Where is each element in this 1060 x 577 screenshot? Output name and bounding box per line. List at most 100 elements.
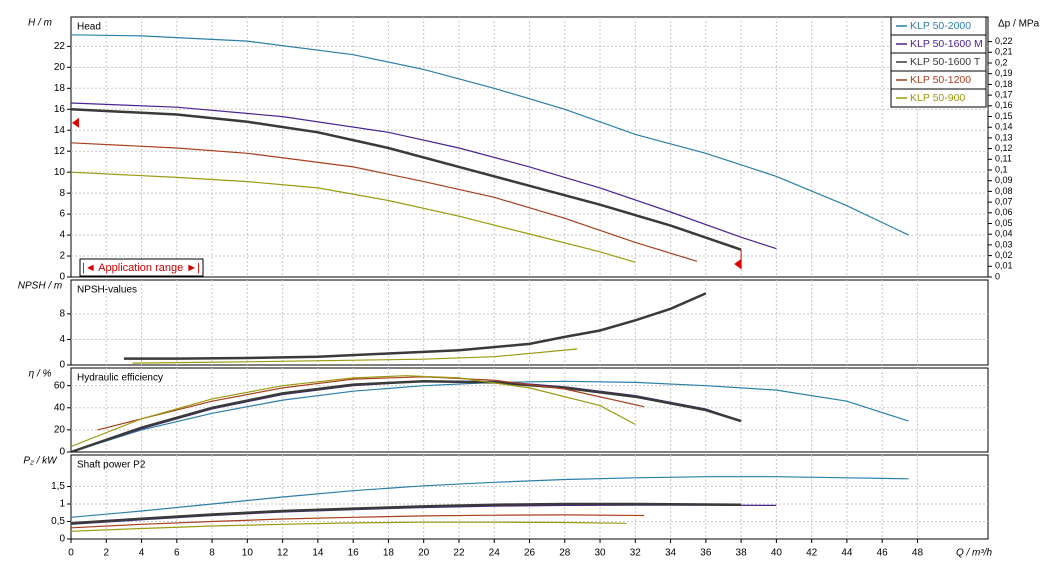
x-tick-label: 34	[665, 548, 677, 559]
y-tick-label: 0,5	[51, 516, 65, 527]
x-tick-label: 28	[559, 548, 571, 559]
curve	[70, 171, 636, 263]
y2-tick-label: 0,03	[995, 239, 1013, 249]
y-tick-label: 4	[59, 334, 65, 345]
curve	[97, 376, 645, 431]
x-tick-label: 46	[877, 548, 889, 559]
y2-tick-label: 0,13	[995, 132, 1013, 142]
y2-tick-label: 0,11	[995, 154, 1012, 164]
y2-tick-label: 0,08	[995, 186, 1013, 196]
y-tick-label: 14	[54, 125, 66, 136]
y-tick-label: 40	[54, 402, 66, 413]
curve	[70, 514, 645, 529]
curve	[70, 502, 742, 525]
y2-tick-label: 0,1	[995, 164, 1008, 174]
legend-label: KLP 50-1600 M	[910, 38, 983, 50]
x-tick-label: 10	[242, 548, 254, 559]
y-axis-label: η / %	[29, 369, 52, 380]
curve	[70, 108, 742, 251]
y2-tick-label: 0	[995, 271, 1000, 281]
x-tick-label: 20	[418, 548, 430, 559]
x-tick-label: 16	[348, 548, 360, 559]
y-axis-label: P₂ / kW	[23, 456, 58, 467]
y2-tick-label: 0,2	[995, 57, 1008, 67]
curve	[70, 102, 777, 250]
y-tick-label: 16	[54, 104, 66, 115]
y-tick-label: 0	[59, 360, 65, 371]
curve	[70, 142, 698, 262]
curve	[70, 375, 636, 448]
y-axis-label: H / m	[28, 18, 52, 29]
x-tick-label: 0	[68, 548, 74, 559]
curve	[123, 292, 707, 360]
y-tick-label: 6	[59, 209, 65, 220]
y2-tick-label: 0,15	[995, 111, 1013, 121]
y2-tick-label: 0,05	[995, 218, 1013, 228]
annotation: |◄ Application range ►|	[82, 262, 200, 274]
legend-label: KLP 50-1600 T	[910, 56, 981, 68]
x-tick-label: 26	[524, 548, 536, 559]
y2-tick-label: 0,14	[995, 122, 1013, 132]
curve	[70, 521, 627, 532]
y-tick-label: 1,5	[51, 481, 65, 492]
y-tick-label: 0	[59, 447, 65, 458]
panel-title: NPSH-values	[77, 285, 137, 296]
curve	[70, 476, 909, 518]
curve	[70, 380, 909, 453]
y-tick-label: 4	[59, 230, 65, 241]
legend-label: KLP 50-900	[910, 92, 965, 104]
y-tick-label: 20	[54, 425, 66, 436]
x-tick-label: 8	[209, 548, 215, 559]
y2-tick-label: 0,02	[995, 250, 1013, 260]
y-tick-label: 22	[54, 41, 66, 52]
panel-title: Hydraulic efficiency	[77, 373, 163, 384]
range-box	[79, 258, 204, 277]
x-tick-label: 48	[912, 548, 924, 559]
curve	[70, 34, 909, 236]
y-tick-label: 8	[59, 188, 65, 199]
y2-tick-label: 0,04	[995, 229, 1013, 239]
x-tick-label: 24	[489, 548, 501, 559]
y-tick-label: 60	[54, 380, 66, 391]
y2-axis-label: Δp / MPa	[998, 19, 1040, 30]
x-tick-label: 38	[736, 548, 748, 559]
y-tick-label: 0	[59, 272, 65, 283]
y2-tick-label: 0,06	[995, 207, 1013, 217]
x-tick-label: 42	[806, 548, 818, 559]
y-tick-label: 1	[59, 499, 65, 510]
y2-tick-label: 0,18	[995, 79, 1013, 89]
y-tick-label: 8	[59, 309, 65, 320]
y2-tick-label: 0,01	[995, 261, 1013, 271]
panel-title: Head	[77, 22, 101, 33]
y2-tick-label: 0,12	[995, 143, 1013, 153]
y2-tick-label: 0,19	[995, 68, 1013, 78]
panel	[70, 279, 989, 366]
x-tick-label: 22	[453, 548, 465, 559]
curve	[70, 380, 742, 454]
x-tick-label: 6	[174, 548, 180, 559]
x-tick-label: 2	[103, 548, 109, 559]
x-tick-label: 4	[139, 548, 145, 559]
x-tick-label: 14	[312, 548, 324, 559]
x-tick-label: 30	[594, 548, 606, 559]
x-tick-label: 44	[841, 548, 853, 559]
y2-tick-label: 0,21	[995, 47, 1013, 57]
y2-tick-label: 0,07	[995, 196, 1013, 206]
y2-tick-label: 0,16	[995, 100, 1013, 110]
y2-tick-label: 0,22	[995, 36, 1013, 46]
x-tick-label: 32	[630, 548, 642, 559]
x-tick-label: 18	[383, 548, 395, 559]
range-marker	[734, 259, 742, 269]
legend-label: KLP 50-1200	[910, 74, 971, 86]
y-axis-label: NPSH / m	[18, 281, 62, 292]
legend-label: KLP 50-2000	[910, 20, 971, 32]
x-tick-label: 12	[277, 548, 289, 559]
curve	[132, 348, 578, 364]
range-marker	[72, 117, 79, 128]
y-tick-label: 2	[59, 251, 65, 262]
y-tick-label: 20	[54, 62, 66, 73]
x-tick-label: 40	[771, 548, 783, 559]
y-tick-label: 0	[59, 534, 65, 545]
y2-tick-label: 0,17	[995, 89, 1013, 99]
